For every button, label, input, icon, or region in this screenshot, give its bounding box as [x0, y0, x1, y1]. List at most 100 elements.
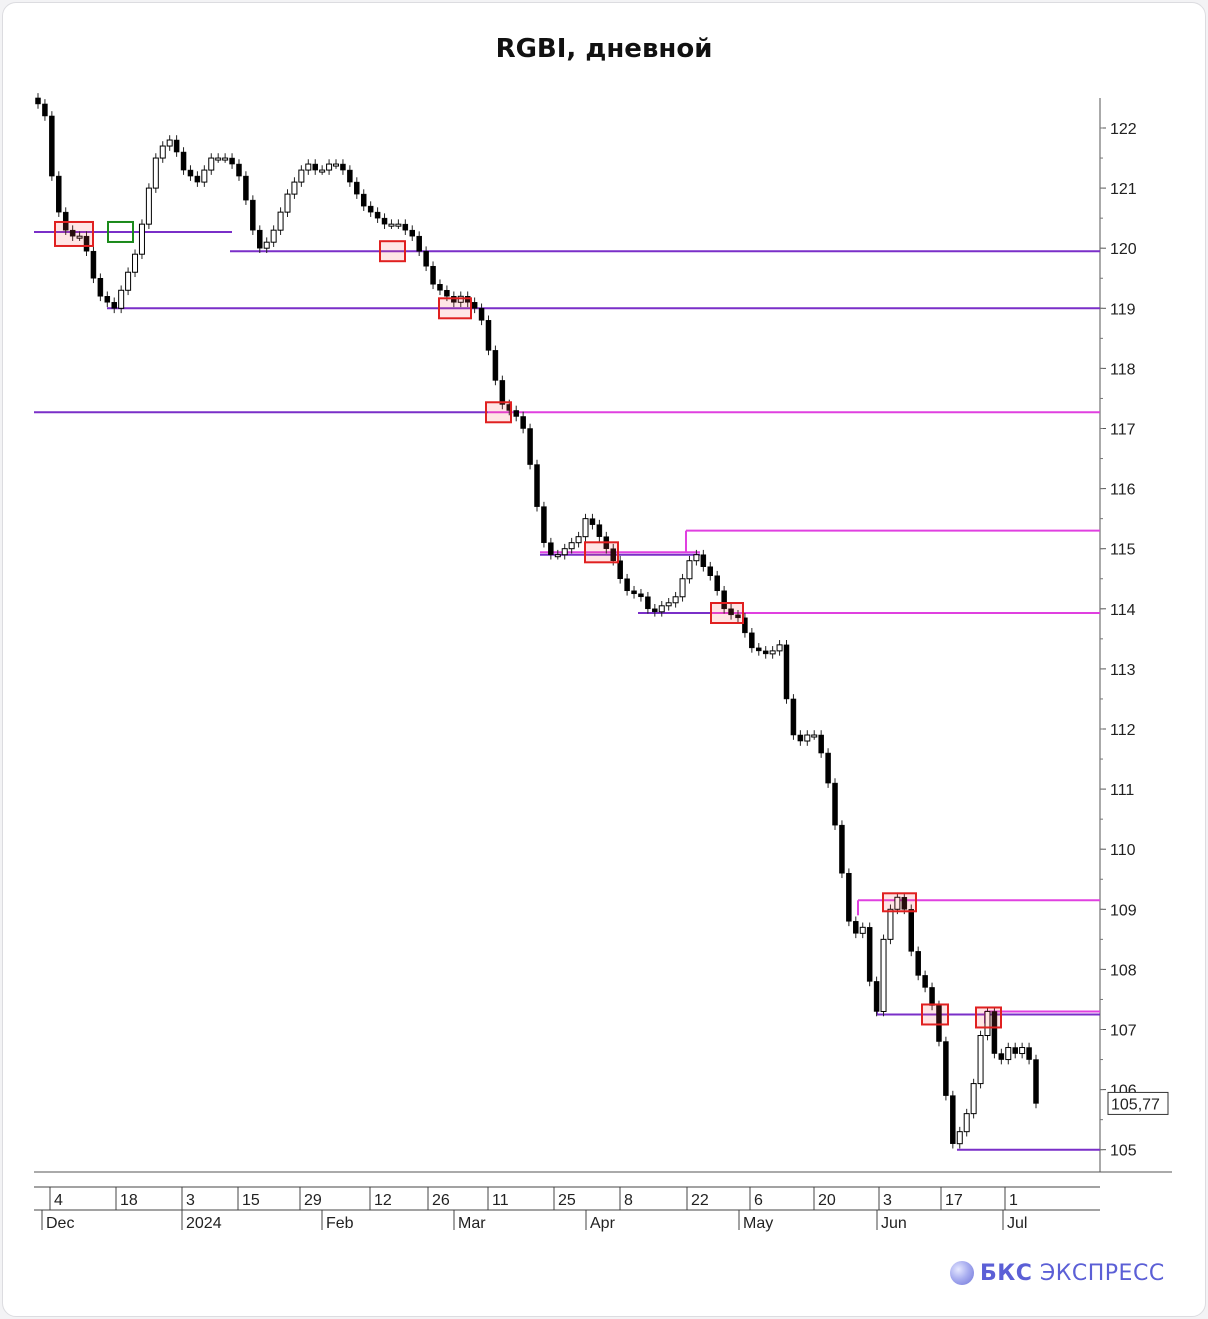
- candle-down: [56, 175, 62, 213]
- marker-box: [54, 220, 94, 247]
- candle-down: [243, 175, 249, 201]
- candle-down: [797, 734, 804, 742]
- candle-up: [804, 734, 811, 742]
- candle-up: [284, 193, 291, 213]
- candle-up: [76, 235, 83, 239]
- candle-down: [423, 250, 429, 267]
- x-month-label: Apr: [590, 1215, 616, 1232]
- candle-down: [922, 975, 928, 988]
- x-day-label: 8: [624, 1192, 633, 1209]
- candle-down: [49, 115, 55, 177]
- x-month-label: Dec: [46, 1215, 74, 1232]
- logo-text: ЭКСПРЕСС: [1039, 1260, 1165, 1286]
- candle-up: [319, 169, 326, 173]
- candle-down: [548, 542, 554, 555]
- candle-down: [846, 872, 852, 922]
- candle-down: [1033, 1059, 1039, 1104]
- y-tick-label: 107: [1110, 1023, 1137, 1040]
- candle-up: [263, 241, 270, 249]
- candle-down: [409, 229, 415, 237]
- candle-down: [444, 290, 450, 297]
- candle-down: [839, 824, 845, 874]
- candle-up: [894, 896, 901, 910]
- candle-up: [159, 145, 166, 159]
- y-tick-label: 115: [1110, 542, 1136, 559]
- marker-box: [921, 1003, 949, 1026]
- candle-up: [686, 560, 693, 580]
- bks-logo-icon: [950, 1261, 974, 1285]
- candle-up: [665, 602, 672, 607]
- candle-down: [347, 169, 353, 183]
- candle-down: [908, 909, 914, 952]
- x-month-label: May: [743, 1215, 773, 1232]
- candle-down: [416, 235, 422, 252]
- candle-up: [963, 1113, 970, 1133]
- candle-up: [298, 169, 305, 183]
- candle-up: [769, 650, 776, 655]
- candle-up: [395, 223, 402, 227]
- x-axis: 4 18 3 15 29 12 26 11 25 8 22 6 20 3 17 1 Dec 2024 Feb Mar A…: [34, 1186, 1100, 1232]
- x-day-label: 29: [304, 1192, 322, 1209]
- candle-down: [229, 157, 235, 165]
- marker-box: [107, 220, 134, 243]
- marker-box: [379, 240, 406, 263]
- candle-down: [762, 650, 769, 655]
- x-day-label: 3: [883, 1192, 892, 1209]
- bks-express-logo: БКС ЭКСПРЕСС: [950, 1258, 1165, 1288]
- candle-up: [554, 554, 561, 558]
- candle-up: [880, 938, 887, 1012]
- logo-text-bold: БКС: [980, 1260, 1033, 1286]
- candle-down: [950, 1095, 956, 1144]
- candle-down: [520, 416, 526, 429]
- y-tick-label: 110: [1110, 842, 1136, 859]
- candle-down: [367, 205, 374, 213]
- candle-down: [652, 608, 658, 613]
- candle-down: [707, 566, 714, 576]
- candle-down: [250, 199, 256, 231]
- last-price-box: [1107, 1091, 1169, 1115]
- candle-down: [471, 302, 478, 309]
- x-month-label: Jul: [1007, 1215, 1027, 1232]
- marker-box: [438, 297, 472, 320]
- y-axis: 1051061071081091101111121131141151161171…: [1100, 121, 1169, 1160]
- candle-down: [381, 217, 388, 225]
- candle-down: [42, 103, 48, 117]
- candle-up: [658, 605, 665, 613]
- candle-up: [679, 578, 686, 598]
- candle-down: [825, 752, 831, 784]
- candle-down: [69, 229, 76, 237]
- candle-down: [492, 350, 499, 381]
- candle-down: [257, 229, 263, 249]
- candle-down: [1012, 1047, 1018, 1054]
- y-tick-label: 118: [1110, 361, 1136, 378]
- candle-down: [991, 1011, 998, 1054]
- candle-up: [291, 181, 298, 195]
- candle-up: [956, 1131, 963, 1145]
- candle-down: [354, 181, 360, 195]
- y-tick-label: 112: [1110, 722, 1136, 739]
- candle-down: [901, 897, 908, 910]
- y-tick-label: 120: [1110, 241, 1137, 258]
- candle-up: [201, 169, 208, 183]
- candle-down: [360, 193, 367, 207]
- candle-down: [998, 1053, 1005, 1060]
- candle-up: [138, 223, 145, 255]
- candle-up: [145, 187, 152, 225]
- candle-down: [187, 169, 194, 177]
- x-day-label: 17: [945, 1192, 963, 1209]
- candle-down: [236, 163, 242, 177]
- candle-down: [749, 632, 755, 649]
- candle-up: [977, 1035, 984, 1085]
- candle-down: [915, 951, 921, 976]
- candle-up: [1005, 1047, 1012, 1061]
- candle-up: [166, 139, 173, 147]
- candle-down: [596, 524, 603, 537]
- x-day-label: 20: [818, 1192, 836, 1209]
- candle-down: [735, 614, 741, 619]
- x-month-label: 2024: [186, 1215, 222, 1232]
- candle-down: [499, 380, 506, 405]
- candle-up: [984, 1010, 991, 1037]
- y-tick-label: 109: [1110, 902, 1137, 919]
